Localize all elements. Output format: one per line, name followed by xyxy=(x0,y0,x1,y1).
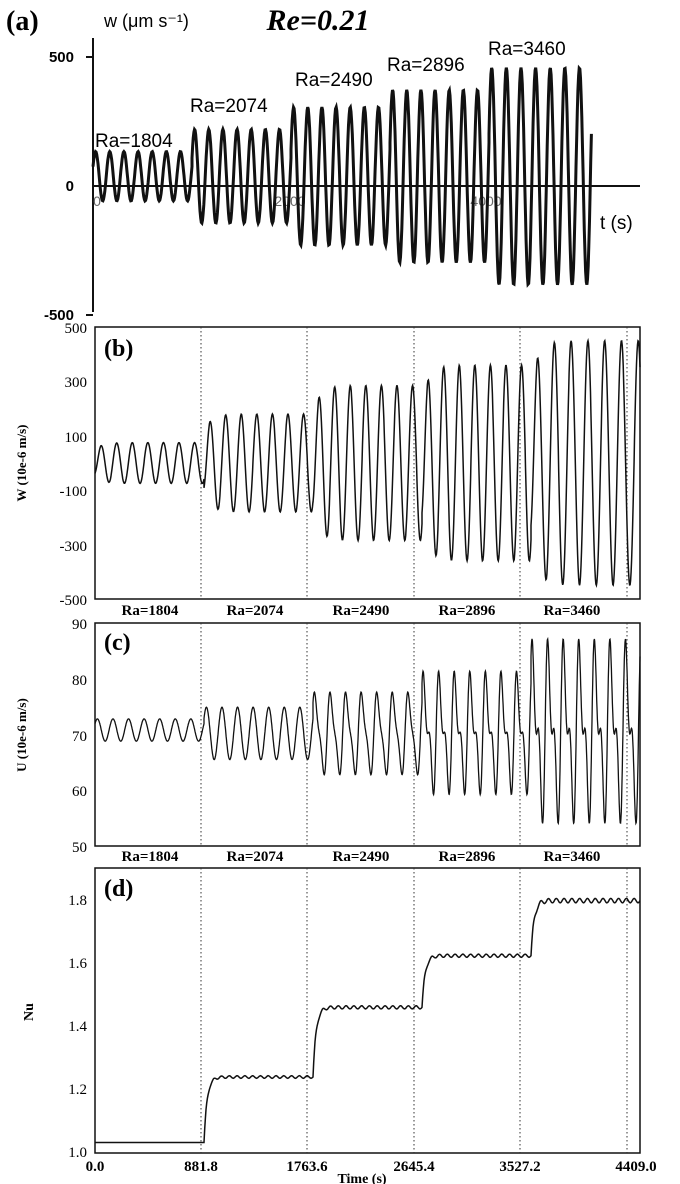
panel-c: (c) U (10e-6 m/s) 90 80 70 60 50 Ra=1804… xyxy=(14,617,641,865)
panel-d-ytick-label: 1.6 xyxy=(68,956,87,972)
panel-b-ylabel: W (10e-6 m/s) xyxy=(14,424,29,501)
panel-d-xtick-label: 1763.6 xyxy=(286,1159,328,1175)
panel-c-ytick-label: 80 xyxy=(72,673,87,689)
figure-title: Re=0.21 xyxy=(266,4,370,37)
panel-a-segment-label: Ra=3460 xyxy=(488,39,566,60)
panel-d-xtick-label: 4409.0 xyxy=(615,1159,656,1175)
panel-a-series-line xyxy=(91,64,593,288)
panel-c-letter: (c) xyxy=(104,630,131,656)
panel-c-ra-label: Ra=2490 xyxy=(333,849,390,865)
panel-d-xtick-label: 881.8 xyxy=(184,1159,218,1175)
panel-c-ylabel: U (10e-6 m/s) xyxy=(14,698,29,772)
panel-b: (b) W (10e-6 m/s) 500 300 100 -100 -300 … xyxy=(14,321,641,619)
panel-b-ra-label: Ra=2074 xyxy=(227,603,284,619)
panel-b-ra-label: Ra=2490 xyxy=(333,603,390,619)
panel-c-ytick-label: 60 xyxy=(72,784,87,800)
panel-a-ytick-label: 0 xyxy=(66,178,74,195)
panel-d-series-line xyxy=(95,897,641,1144)
panel-d-xlabel: Time (s) xyxy=(337,1172,386,1184)
panel-d-ytick-label: 1.2 xyxy=(68,1082,87,1098)
panel-c-ra-label: Ra=3460 xyxy=(544,849,601,865)
panel-b-ytick-label: -100 xyxy=(60,484,88,500)
panel-b-ytick-label: 300 xyxy=(65,375,88,391)
panel-b-ra-label: Ra=3460 xyxy=(544,603,601,619)
panel-a-ytick-label: 500 xyxy=(49,49,74,66)
panel-c-ra-label: Ra=1804 xyxy=(122,849,179,865)
panel-c-series-line xyxy=(94,636,641,826)
panel-a-ytick-label: -500 xyxy=(44,307,74,324)
panel-d-ytick-label: 1.8 xyxy=(68,893,87,909)
panel-d-xtick-label: 0.0 xyxy=(86,1159,105,1175)
panel-b-frame xyxy=(94,326,641,600)
panel-c-ra-label: Ra=2074 xyxy=(227,849,284,865)
panel-c-ra-label: Ra=2896 xyxy=(439,849,496,865)
panel-b-ra-label: Ra=2896 xyxy=(439,603,496,619)
panel-b-ytick-label: 500 xyxy=(65,321,88,337)
panel-a-xlabel: t (s) xyxy=(600,213,633,234)
panel-c-ytick-label: 90 xyxy=(72,617,87,633)
panel-b-ytick-label: -300 xyxy=(60,539,88,555)
panel-a-segment-label: Ra=1804 xyxy=(95,131,173,152)
panel-d: (d) Nu 1.8 1.6 1.4 1.2 1.0 0.0 881.8 176… xyxy=(22,867,657,1184)
panel-b-letter: (b) xyxy=(104,336,133,362)
panel-c-ytick-label: 50 xyxy=(72,840,87,856)
panel-b-ra-label: Ra=1804 xyxy=(122,603,179,619)
panel-b-ytick-label: -500 xyxy=(60,593,88,609)
panel-a-segment-label: Ra=2490 xyxy=(295,70,373,91)
panel-b-ytick-label: 100 xyxy=(65,430,88,446)
panel-d-letter: (d) xyxy=(104,876,133,902)
panel-a-segment-label: Ra=2074 xyxy=(190,96,268,117)
panel-d-xtick-label: 3527.2 xyxy=(499,1159,540,1175)
panel-a-letter: (a) xyxy=(6,6,39,37)
panel-a-ylabel: w (μm s⁻¹) xyxy=(103,11,189,31)
panel-a-xtick-label: 0 xyxy=(93,193,101,209)
panel-a: (a) w (μm s⁻¹) t (s) 500 0 -500 0 2000 4… xyxy=(6,6,640,324)
panel-d-ytick-label: 1.0 xyxy=(68,1145,87,1161)
panel-d-frame xyxy=(94,867,641,1154)
panel-d-ylabel: Nu xyxy=(22,1003,37,1021)
panel-c-frame xyxy=(94,622,641,847)
panel-b-series-line xyxy=(94,337,641,589)
panel-a-segment-label: Ra=2896 xyxy=(387,55,465,76)
panel-d-ytick-label: 1.4 xyxy=(68,1019,87,1035)
panel-c-ytick-label: 70 xyxy=(72,729,87,745)
panel-d-xtick-label: 2645.4 xyxy=(393,1159,435,1175)
